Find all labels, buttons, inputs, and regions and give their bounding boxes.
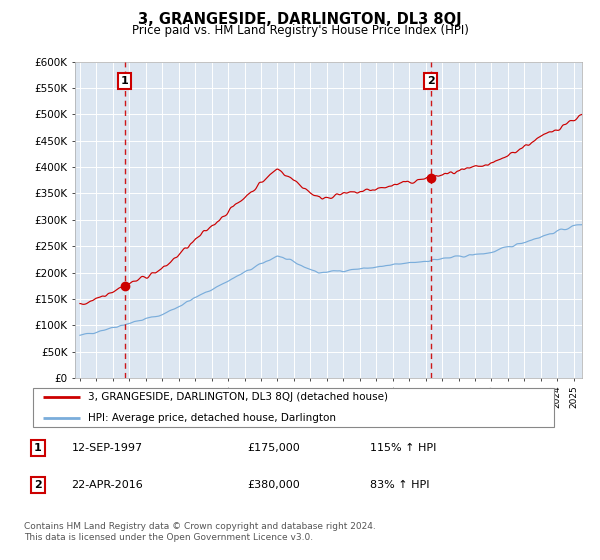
Text: 3, GRANGESIDE, DARLINGTON, DL3 8QJ (detached house): 3, GRANGESIDE, DARLINGTON, DL3 8QJ (deta… (88, 392, 388, 402)
Text: 22-APR-2016: 22-APR-2016 (71, 480, 143, 490)
Text: This data is licensed under the Open Government Licence v3.0.: This data is licensed under the Open Gov… (24, 533, 313, 542)
Text: 2: 2 (34, 480, 42, 490)
FancyBboxPatch shape (32, 388, 554, 427)
Text: 1: 1 (121, 76, 128, 86)
Text: HPI: Average price, detached house, Darlington: HPI: Average price, detached house, Darl… (88, 413, 336, 423)
Text: 115% ↑ HPI: 115% ↑ HPI (370, 443, 436, 453)
Text: £380,000: £380,000 (247, 480, 300, 490)
Text: 2: 2 (427, 76, 434, 86)
Text: 1: 1 (34, 443, 42, 453)
Text: Contains HM Land Registry data © Crown copyright and database right 2024.: Contains HM Land Registry data © Crown c… (24, 522, 376, 531)
Text: 3, GRANGESIDE, DARLINGTON, DL3 8QJ: 3, GRANGESIDE, DARLINGTON, DL3 8QJ (138, 12, 462, 27)
Text: 12-SEP-1997: 12-SEP-1997 (71, 443, 143, 453)
Text: 83% ↑ HPI: 83% ↑ HPI (370, 480, 430, 490)
Text: £175,000: £175,000 (247, 443, 300, 453)
Text: Price paid vs. HM Land Registry's House Price Index (HPI): Price paid vs. HM Land Registry's House … (131, 24, 469, 37)
